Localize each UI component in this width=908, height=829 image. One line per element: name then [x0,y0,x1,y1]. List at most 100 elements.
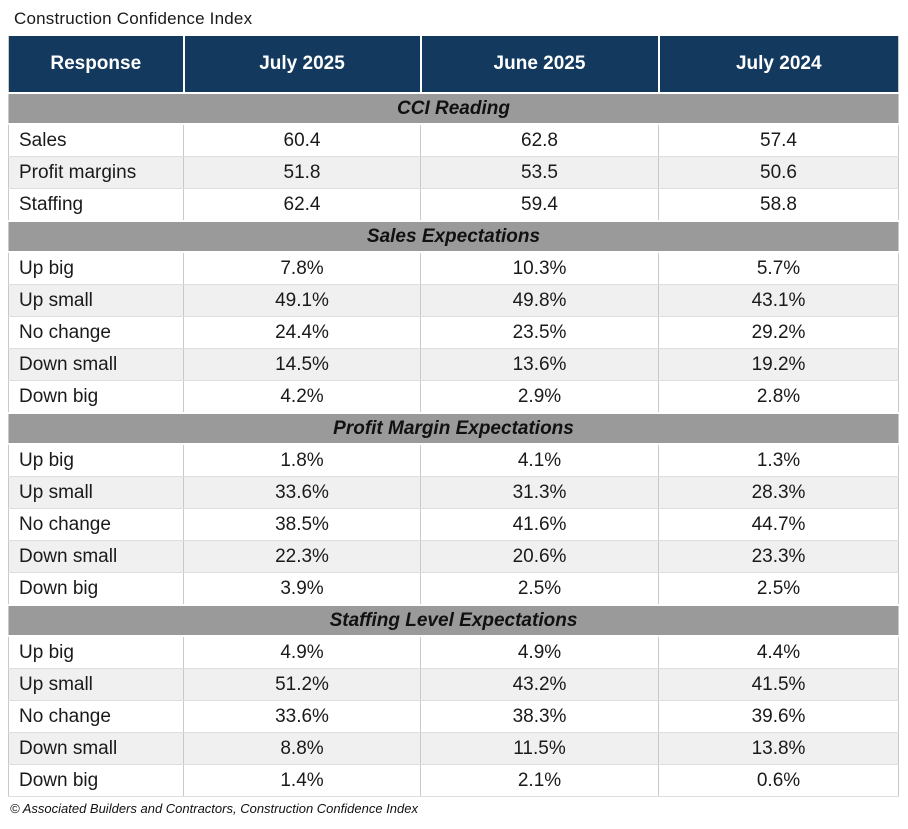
cell-value: 2.5% [658,572,899,606]
cell-value: 14.5% [183,348,421,381]
table-row: Down big 4.2% 2.9% 2.8% [8,380,899,414]
cell-value: 51.8 [183,156,421,189]
table-row: No change 33.6% 38.3% 39.6% [8,700,899,733]
table-row: Sales 60.4 62.8 57.4 [8,124,899,157]
cell-value: 23.3% [658,540,899,573]
table-row: No change 24.4% 23.5% 29.2% [8,316,899,349]
cell-value: 41.6% [420,508,659,541]
row-label: Up small [8,476,184,509]
section-label-profit-margin-expectations: Profit Margin Expectations [8,412,899,445]
row-label: Sales [8,124,184,157]
cell-value: 49.8% [420,284,659,317]
row-label: Up small [8,284,184,317]
cell-value: 0.6% [658,764,899,797]
cell-value: 49.1% [183,284,421,317]
cci-table: Response July 2025 June 2025 July 2024 C… [8,36,899,797]
column-header-july-2025: July 2025 [183,36,422,94]
section-header-row: Profit Margin Expectations [8,412,899,445]
cell-value: 13.6% [420,348,659,381]
cell-value: 51.2% [183,668,421,701]
cell-value: 58.8 [658,188,899,222]
table-row: Down small 8.8% 11.5% 13.8% [8,732,899,765]
table-row: Down big 1.4% 2.1% 0.6% [8,764,899,797]
cell-value: 39.6% [658,700,899,733]
column-header-july-2024: July 2024 [658,36,899,94]
row-label: Down big [8,764,184,797]
cell-value: 59.4 [420,188,659,222]
cell-value: 50.6 [658,156,899,189]
table-row: No change 38.5% 41.6% 44.7% [8,508,899,541]
cell-value: 4.1% [420,444,659,477]
cell-value: 4.9% [183,636,421,669]
cell-value: 29.2% [658,316,899,349]
cell-value: 43.2% [420,668,659,701]
cell-value: 62.4 [183,188,421,222]
cell-value: 2.8% [658,380,899,414]
cell-value: 44.7% [658,508,899,541]
row-label: Staffing [8,188,184,222]
cell-value: 33.6% [183,476,421,509]
cell-value: 1.8% [183,444,421,477]
table-row: Up big 4.9% 4.9% 4.4% [8,636,899,669]
header-row: Response July 2025 June 2025 July 2024 [8,36,899,94]
row-label: Profit margins [8,156,184,189]
cell-value: 38.3% [420,700,659,733]
table-row: Up small 51.2% 43.2% 41.5% [8,668,899,701]
row-label: Up big [8,252,184,285]
cell-value: 1.3% [658,444,899,477]
cell-value: 33.6% [183,700,421,733]
column-header-response: Response [8,36,185,94]
cell-value: 2.1% [420,764,659,797]
table-row: Down big 3.9% 2.5% 2.5% [8,572,899,606]
cell-value: 4.9% [420,636,659,669]
cell-value: 3.9% [183,572,421,606]
cell-value: 22.3% [183,540,421,573]
table-row: Up big 1.8% 4.1% 1.3% [8,444,899,477]
row-label: No change [8,700,184,733]
cell-value: 31.3% [420,476,659,509]
cell-value: 24.4% [183,316,421,349]
cell-value: 43.1% [658,284,899,317]
section-header-row: Sales Expectations [8,220,899,253]
table-row: Staffing 62.4 59.4 58.8 [8,188,899,222]
row-label: No change [8,316,184,349]
cell-value: 23.5% [420,316,659,349]
row-label: Up big [8,444,184,477]
row-label: Down small [8,540,184,573]
cell-value: 38.5% [183,508,421,541]
cell-value: 2.9% [420,380,659,414]
table-row: Up small 49.1% 49.8% 43.1% [8,284,899,317]
cell-value: 4.2% [183,380,421,414]
row-label: Down big [8,572,184,606]
cell-value: 2.5% [420,572,659,606]
section-label-staffing-level-expectations: Staffing Level Expectations [8,604,899,637]
table-row: Down small 14.5% 13.6% 19.2% [8,348,899,381]
cell-value: 41.5% [658,668,899,701]
page-title: Construction Confidence Index [14,9,253,28]
row-label: Up small [8,668,184,701]
cell-value: 57.4 [658,124,899,157]
cell-value: 8.8% [183,732,421,765]
section-label-cci-reading: CCI Reading [8,92,899,125]
cell-value: 62.8 [420,124,659,157]
cell-value: 5.7% [658,252,899,285]
cell-value: 20.6% [420,540,659,573]
table-row: Down small 22.3% 20.6% 23.3% [8,540,899,573]
cell-value: 13.8% [658,732,899,765]
row-label: Down small [8,348,184,381]
row-label: Down big [8,380,184,414]
cell-value: 11.5% [420,732,659,765]
table-row: Up small 33.6% 31.3% 28.3% [8,476,899,509]
cell-value: 7.8% [183,252,421,285]
table-row: Up big 7.8% 10.3% 5.7% [8,252,899,285]
column-header-june-2025: June 2025 [420,36,660,94]
cell-value: 19.2% [658,348,899,381]
row-label: Down small [8,732,184,765]
footer-credit: © Associated Builders and Contractors, C… [10,801,418,816]
section-header-row: Staffing Level Expectations [8,604,899,637]
cell-value: 28.3% [658,476,899,509]
cell-value: 60.4 [183,124,421,157]
row-label: No change [8,508,184,541]
table-row: Profit margins 51.8 53.5 50.6 [8,156,899,189]
